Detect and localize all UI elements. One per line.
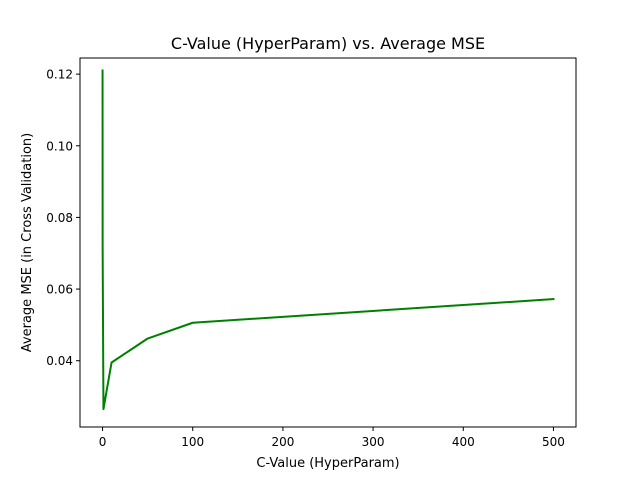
y-tick-label: 0.06: [46, 283, 73, 297]
x-tick-label: 300: [362, 435, 385, 449]
y-tick-label: 0.08: [46, 211, 73, 225]
x-tick-label: 400: [452, 435, 475, 449]
y-axis-label: Average MSE (in Cross Validation): [20, 133, 35, 352]
x-tick-label: 0: [99, 435, 107, 449]
x-tick-label: 100: [181, 435, 204, 449]
plot-frame: [79, 57, 577, 428]
chart-title: C-Value (HyperParam) vs. Average MSE: [171, 34, 485, 53]
series-line-0: [101, 69, 555, 411]
plot-layer: 0 100 200 300 400 500 0.04 0.06 0.08 0.10 0.12: [46, 68, 565, 449]
y-tick-label: 0.10: [46, 139, 73, 153]
x-axis-label: C-Value (HyperParam): [256, 456, 399, 471]
y-tick-label: 0.12: [46, 68, 73, 82]
x-tick-label: 200: [271, 435, 294, 449]
y-tick-label: 0.04: [46, 354, 73, 368]
x-tick-label: 500: [542, 435, 565, 449]
